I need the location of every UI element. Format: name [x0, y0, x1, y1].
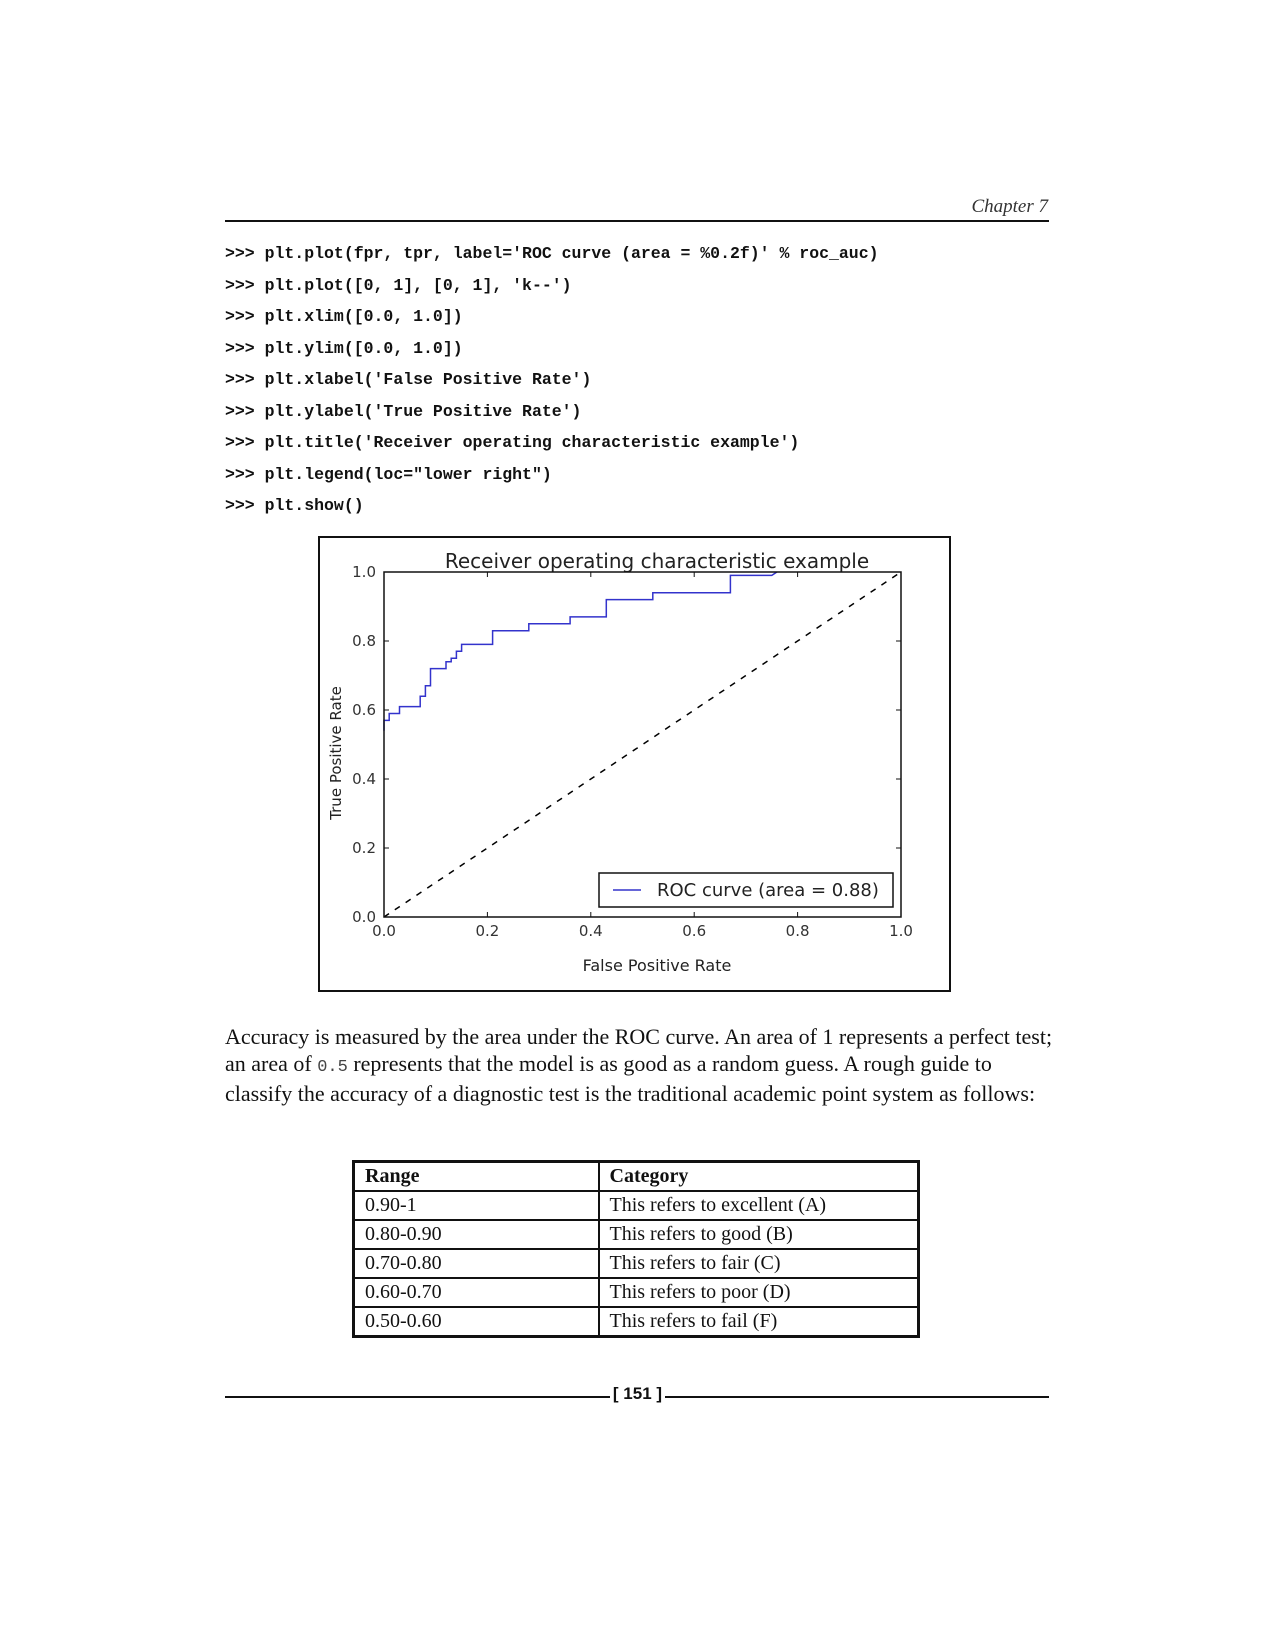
y-tick-label: 0.4: [352, 770, 376, 788]
code-line: >>> plt.title('Receiver operating charac…: [225, 433, 800, 452]
roc-curve-line: [383, 571, 778, 731]
code-line: >>> plt.plot([0, 1], [0, 1], 'k--'): [225, 275, 572, 295]
chapter-header: Chapter 7: [971, 196, 1048, 217]
code-block: >>> plt.plot(fpr, tpr, label='ROC curve …: [225, 238, 1055, 522]
table-row: 0.90-1 This refers to excellent (A): [352, 1190, 920, 1221]
inline-code: 0.5: [317, 1057, 348, 1077]
roc-chart: Receiver operating characteristic exampl…: [327, 549, 913, 975]
y-tick-label: 0.0: [352, 908, 376, 926]
legend: ROC curve (area = 0.88): [598, 872, 894, 908]
table-header-cell: Range: [352, 1160, 600, 1192]
code-line: >>> plt.legend(loc="lower right"): [225, 464, 552, 484]
table-header-row: Range Category: [352, 1160, 920, 1192]
table-cell: 0.90-1: [352, 1190, 600, 1221]
table-row: 0.70-0.80 This refers to fair (C): [352, 1248, 920, 1279]
roc-figure: Receiver operating characteristic exampl…: [318, 536, 951, 992]
table-cell: This refers to good (B): [597, 1219, 920, 1250]
x-tick-label: 0.2: [475, 922, 499, 940]
table-cell: 0.60-0.70: [352, 1277, 600, 1308]
page-number: [ 151 ]: [612, 1384, 663, 1403]
random-guess-line: [383, 571, 902, 918]
header-rule: [225, 220, 1049, 222]
y-tick-label: 0.2: [352, 839, 376, 857]
y-tick-label: 0.8: [352, 632, 376, 650]
table-row: 0.80-0.90 This refers to good (B): [352, 1219, 920, 1250]
code-line: >>> plt.plot(fpr, tpr, label='ROC curve …: [225, 244, 879, 263]
y-axis-label: True Positive Rate: [327, 686, 345, 821]
y-tick-label: 1.0: [352, 563, 376, 581]
code-line: >>> plt.ylabel('True Positive Rate'): [225, 401, 582, 421]
table-cell: 0.50-0.60: [352, 1306, 600, 1338]
code-line: >>> plt.xlim([0.0, 1.0]): [225, 307, 463, 326]
chart-title: Receiver operating characteristic exampl…: [445, 549, 869, 573]
footer-rule: [225, 1396, 610, 1398]
code-line: >>> plt.ylim([0.0, 1.0]): [225, 338, 463, 358]
x-tick-label: 0.0: [372, 922, 396, 940]
table-cell: 0.70-0.80: [352, 1248, 600, 1279]
y-tick-label: 0.6: [352, 701, 376, 719]
x-tick-label: 0.6: [682, 922, 706, 940]
x-tick-label: 0.4: [579, 922, 603, 940]
footer-rule: [665, 1396, 1049, 1398]
legend-label: ROC curve (area = 0.88): [657, 880, 879, 901]
code-line: >>> plt.show(): [225, 496, 364, 515]
table-cell: This refers to poor (D): [597, 1277, 920, 1308]
code-line: >>> plt.xlabel('False Positive Rate'): [225, 370, 592, 389]
table-header-cell: Category: [597, 1160, 920, 1192]
table-cell: This refers to excellent (A): [597, 1190, 920, 1221]
table-cell: 0.80-0.90: [352, 1219, 600, 1250]
plot-frame: [383, 571, 902, 918]
legend-box: [598, 872, 894, 908]
body-paragraph: Accuracy is measured by the area under t…: [225, 1024, 1055, 1108]
table-cell: This refers to fail (F): [597, 1306, 920, 1338]
x-tick-label: 0.8: [786, 922, 810, 940]
table-row: 0.60-0.70 This refers to poor (D): [352, 1277, 920, 1308]
x-tick-label: 1.0: [889, 922, 913, 940]
table-cell: This refers to fair (C): [597, 1248, 920, 1279]
paragraph-text: Accuracy is measured by the area under t…: [225, 1024, 1053, 1076]
accuracy-table: Range Category 0.90-1 This refers to exc…: [352, 1160, 920, 1338]
x-axis-label: False Positive Rate: [583, 956, 732, 975]
paragraph-text: represents that the model is as good as …: [225, 1050, 1036, 1107]
table-row: 0.50-0.60 This refers to fail (F): [352, 1306, 920, 1338]
